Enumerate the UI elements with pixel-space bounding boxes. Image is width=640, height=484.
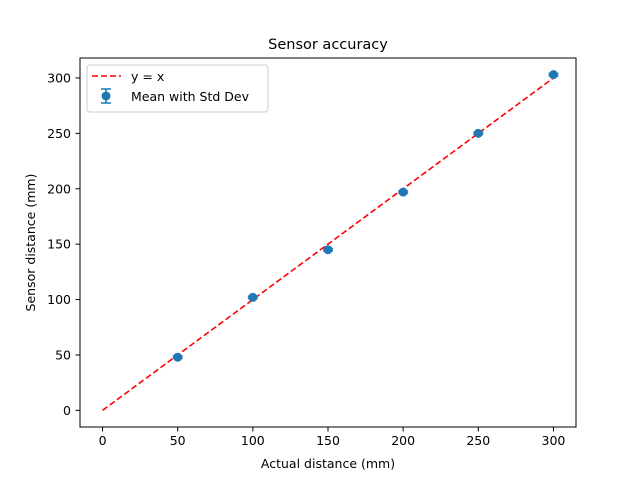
x-tick-label: 200 <box>391 433 415 448</box>
y-tick-label: 300 <box>47 70 71 85</box>
x-tick-label: 150 <box>316 433 340 448</box>
y-tick-label: 200 <box>47 181 71 196</box>
y-axis-label: Sensor distance (mm) <box>23 174 38 312</box>
x-tick-label: 300 <box>542 433 566 448</box>
data-point <box>323 245 333 255</box>
data-marker <box>548 70 558 80</box>
legend-label-line: y = x <box>131 69 164 84</box>
chart-title: Sensor accuracy <box>268 37 388 53</box>
data-point <box>473 128 484 138</box>
data-point <box>398 187 409 197</box>
x-axis-ticks: 0 50 100 150 200 250 300 <box>99 427 566 448</box>
x-tick-label: 0 <box>99 433 107 448</box>
legend-errorbar-swatch <box>101 88 111 104</box>
y-tick-label: 0 <box>63 403 71 418</box>
x-axis-label: Actual distance (mm) <box>261 456 395 471</box>
data-point <box>247 292 258 302</box>
data-marker <box>323 245 333 255</box>
y-tick-label: 50 <box>55 347 71 362</box>
y-tick-label: 250 <box>47 126 71 141</box>
x-tick-label: 50 <box>170 433 186 448</box>
legend: y = x Mean with Std Dev <box>86 64 269 113</box>
data-point <box>548 70 559 80</box>
y-tick-label: 100 <box>47 292 71 307</box>
data-marker <box>173 352 183 362</box>
plot-area <box>102 70 559 412</box>
legend-label-errorbar: Mean with Std Dev <box>131 89 250 104</box>
y-tick-label: 150 <box>47 237 71 252</box>
data-marker <box>473 128 483 138</box>
data-marker <box>248 292 258 302</box>
x-tick-label: 250 <box>466 433 490 448</box>
legend-box <box>86 64 269 113</box>
data-point <box>172 352 183 362</box>
y-axis-ticks: 0 50 100 150 200 250 300 <box>47 70 80 418</box>
x-tick-label: 100 <box>241 433 265 448</box>
data-marker <box>398 187 408 197</box>
